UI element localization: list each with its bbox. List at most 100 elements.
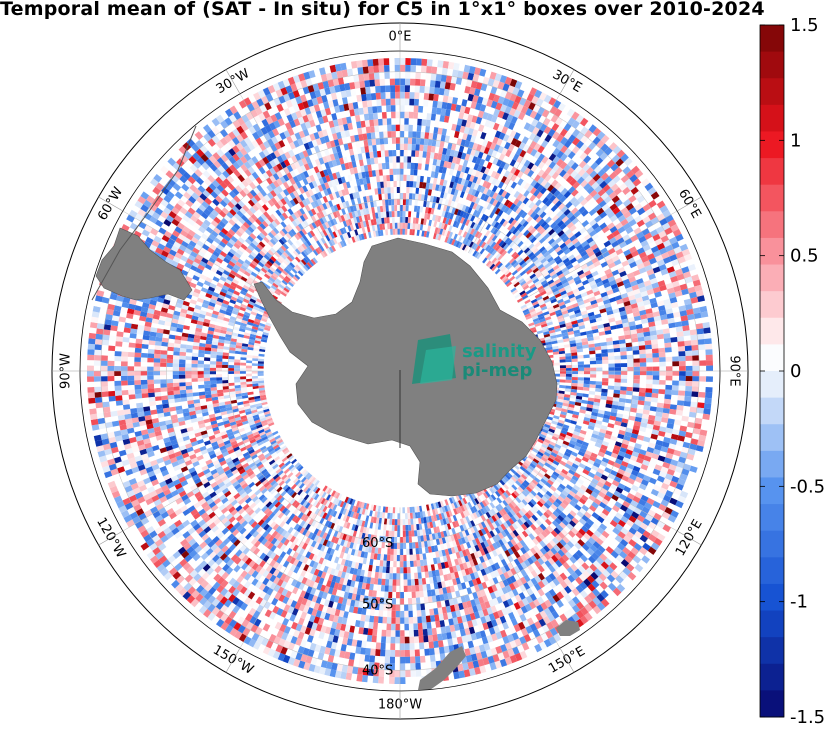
data-cell — [699, 360, 707, 366]
data-cell — [141, 384, 148, 390]
data-cell — [659, 426, 667, 433]
data-cell — [217, 568, 226, 577]
data-cell — [421, 616, 427, 623]
data-cell — [702, 322, 710, 329]
data-cell — [421, 119, 427, 126]
data-cell — [486, 99, 493, 108]
data-cell — [628, 207, 637, 215]
data-cell — [414, 649, 420, 657]
data-cell — [240, 155, 248, 164]
data-cell — [688, 411, 697, 418]
data-cell — [374, 79, 381, 87]
data-cell — [664, 473, 674, 481]
data-cell — [618, 241, 627, 249]
data-cell — [651, 529, 660, 538]
data-cell — [429, 654, 436, 662]
data-cell — [180, 538, 189, 547]
data-cell — [137, 196, 147, 205]
data-cell — [679, 490, 689, 499]
data-cell — [644, 401, 651, 407]
data-cell — [467, 114, 474, 122]
data-cell — [211, 117, 221, 127]
data-cell — [659, 247, 668, 255]
data-cell — [665, 214, 674, 223]
data-cell — [687, 421, 695, 429]
data-cell — [403, 143, 408, 151]
data-cell — [635, 231, 645, 239]
data-cell — [157, 542, 167, 552]
data-cell — [378, 572, 383, 579]
data-cell — [277, 652, 286, 662]
data-cell — [662, 524, 672, 533]
data-cell — [344, 651, 351, 660]
data-cell — [502, 635, 510, 645]
data-cell — [327, 654, 335, 663]
data-cell — [529, 140, 537, 149]
data-cell — [337, 616, 344, 624]
data-cell — [148, 303, 156, 310]
data-cell — [135, 338, 143, 344]
data-cell — [649, 406, 657, 412]
data-cell — [287, 128, 295, 136]
data-cell — [366, 93, 372, 101]
data-cell — [370, 86, 376, 94]
data-cell — [145, 466, 154, 474]
data-cell — [374, 125, 380, 133]
data-cell — [681, 320, 689, 327]
data-cell — [628, 195, 637, 203]
data-cell — [311, 608, 318, 617]
data-cell — [539, 92, 547, 101]
data-cell — [287, 656, 296, 666]
data-cell — [380, 85, 386, 93]
data-cell — [263, 601, 272, 610]
data-cell — [579, 615, 589, 625]
data-cell — [259, 590, 267, 599]
data-cell — [400, 150, 404, 157]
data-cell — [199, 193, 208, 201]
data-cell — [552, 578, 560, 587]
data-cell — [213, 546, 222, 555]
data-cell — [247, 142, 256, 151]
data-cell — [232, 161, 241, 170]
data-cell — [363, 107, 369, 115]
data-cell — [204, 583, 213, 592]
data-cell — [581, 171, 590, 180]
data-cell — [633, 366, 640, 371]
data-cell — [513, 623, 521, 633]
data-cell — [329, 86, 336, 94]
data-cell — [221, 162, 230, 171]
data-cell — [315, 623, 323, 632]
data-cell — [651, 453, 660, 460]
data-cell — [480, 650, 488, 659]
data-cell — [384, 71, 390, 79]
data-cell — [341, 69, 348, 78]
data-cell — [659, 284, 667, 292]
data-cell — [141, 429, 149, 436]
data-cell — [475, 102, 482, 111]
data-cell — [430, 145, 436, 153]
data-cell — [404, 617, 409, 624]
data-cell — [375, 92, 381, 100]
data-cell — [436, 601, 442, 608]
data-cell — [171, 489, 179, 497]
data-cell — [693, 423, 702, 430]
data-cell — [570, 162, 579, 171]
data-cell — [593, 204, 602, 212]
data-cell — [341, 664, 348, 673]
data-cell — [550, 619, 559, 628]
data-cell — [383, 131, 388, 138]
data-cell — [600, 342, 607, 347]
data-cell — [410, 663, 416, 671]
data-cell — [600, 395, 607, 400]
data-cell — [627, 362, 634, 367]
data-cell — [649, 229, 659, 237]
data-cell — [400, 636, 405, 644]
data-cell — [646, 357, 653, 363]
data-cell — [443, 88, 450, 97]
data-cell — [649, 297, 657, 304]
data-cell — [652, 286, 661, 294]
data-cell — [529, 110, 538, 119]
data-cell — [337, 118, 344, 126]
data-cell — [689, 406, 698, 413]
data-cell — [167, 342, 175, 348]
